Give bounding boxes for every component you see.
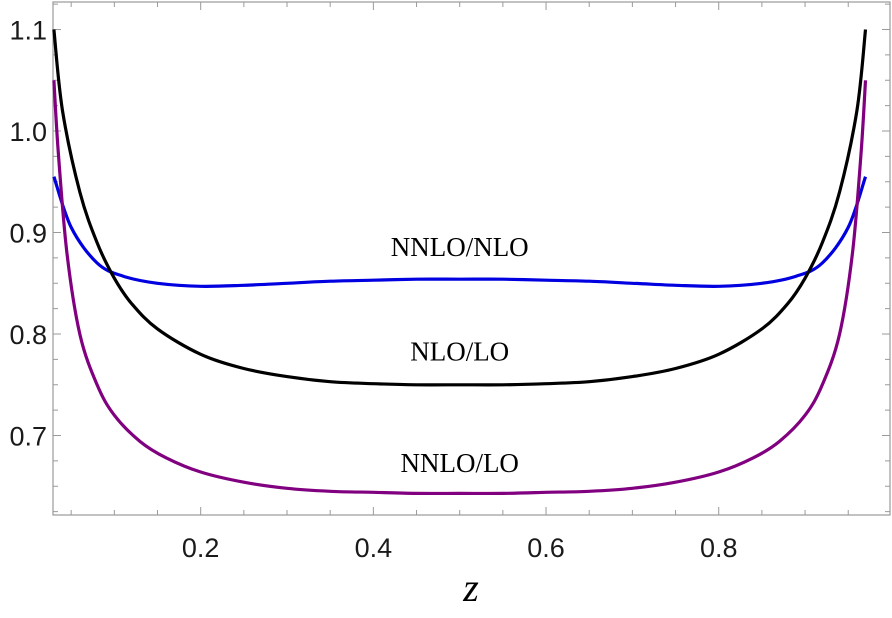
y-tick-labels: 0.7 0.8 0.9 1.0 1.1 <box>9 16 47 452</box>
curve-label-nlo-lo: NLO/LO <box>410 336 509 366</box>
y-tick-label: 0.8 <box>9 320 47 350</box>
x-axis-title: z <box>462 565 479 610</box>
y-tick-label: 1.0 <box>9 117 47 147</box>
series-lines <box>52 29 868 496</box>
plot-frame <box>52 1 891 516</box>
series-line-nnlo-nlo <box>52 176 868 288</box>
y-tick-label: 0.7 <box>9 422 47 452</box>
curve-label-nnlo-nlo: NNLO/NLO <box>391 232 529 262</box>
y-tick-label: 1.1 <box>9 16 47 46</box>
y-tick-label: 0.9 <box>9 219 47 249</box>
tick-marks <box>53 2 890 515</box>
series-line-nlo-lo <box>52 29 868 387</box>
x-tick-label: 0.8 <box>700 533 738 563</box>
series-line-nnlo-lo <box>52 80 868 496</box>
x-tick-label: 0.2 <box>182 533 220 563</box>
curve-labels: NNLO/NLO NLO/LO NNLO/LO <box>391 232 529 478</box>
x-tick-label: 0.6 <box>527 533 565 563</box>
curve-label-nnlo-lo: NNLO/LO <box>400 448 518 478</box>
x-tick-labels: 0.2 0.4 0.6 0.8 <box>182 533 738 563</box>
x-tick-label: 0.4 <box>355 533 393 563</box>
